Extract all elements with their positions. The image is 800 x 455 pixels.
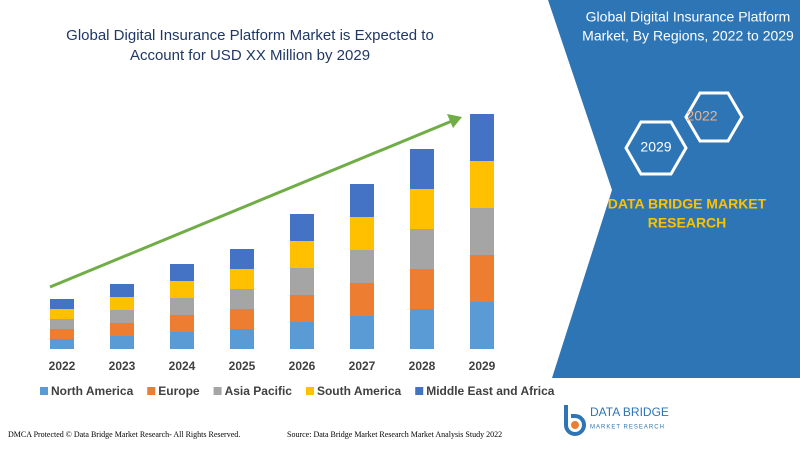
x-tick-label: 2029 <box>469 359 496 373</box>
legend-label: Asia Pacific <box>225 384 293 398</box>
logo-name: DATA BRIDGE <box>590 405 669 419</box>
bar-segment <box>290 241 314 268</box>
bar-segment <box>410 309 434 349</box>
bar-segment <box>410 269 434 309</box>
bar-segment <box>290 295 314 322</box>
bar-segment <box>470 208 494 255</box>
chart-title: Global Digital Insurance Platform Market… <box>66 27 434 44</box>
bar-segment <box>350 283 374 316</box>
bar-segment <box>350 316 374 349</box>
legend-swatch <box>147 387 156 395</box>
bar-segment <box>470 302 494 349</box>
logo-tagline: MARKET RESEARCH <box>590 425 665 431</box>
hex-label: 2022 <box>686 108 717 124</box>
logo-icon <box>571 421 579 429</box>
panel-title: Global Digital Insurance Platform <box>586 9 791 25</box>
footer-left: DMCA Protected © Data Bridge Market Rese… <box>8 430 240 439</box>
bar-segment <box>350 250 374 283</box>
bar-segment <box>230 269 254 289</box>
x-tick-label: 2026 <box>289 359 316 373</box>
hexagon <box>684 91 744 143</box>
x-tick-label: 2025 <box>229 359 256 373</box>
bar-segment <box>110 310 134 323</box>
trend-arrow <box>49 119 453 289</box>
bar-segment <box>170 315 194 332</box>
bar-segment <box>350 184 374 217</box>
chart-title: Account for USD XX Million by 2029 <box>130 47 370 64</box>
x-tick-label: 2023 <box>109 359 136 373</box>
bar-segment <box>470 114 494 161</box>
bar-segment <box>50 299 74 309</box>
bar-segment <box>110 336 134 349</box>
bar-segment <box>350 217 374 250</box>
legend-label: Middle East and Africa <box>426 384 555 398</box>
brand-text: RESEARCH <box>648 215 727 231</box>
bar-segment <box>290 268 314 295</box>
legend-swatch <box>40 387 48 395</box>
bar-segment <box>230 309 254 329</box>
legend-label: Europe <box>158 384 200 398</box>
bar-segment <box>110 297 134 310</box>
legend-swatch <box>305 387 314 395</box>
bar-segment <box>170 332 194 349</box>
bar-segment <box>230 289 254 309</box>
brand-text: DATA BRIDGE MARKET <box>608 196 767 212</box>
bar-segment <box>50 339 74 349</box>
legend-swatch <box>415 387 424 395</box>
bar-segment <box>410 229 434 269</box>
arrow-head <box>447 114 462 128</box>
legend-swatch <box>213 387 222 395</box>
footer-right: Source: Data Bridge Market Research Mark… <box>287 430 502 439</box>
legend-label: South America <box>317 384 402 398</box>
bar-segment <box>470 161 494 208</box>
x-tick-label: 2028 <box>409 359 436 373</box>
bar-segment <box>50 319 74 329</box>
logo-icon <box>564 405 586 436</box>
hexagon <box>624 120 688 176</box>
bar-segment <box>170 264 194 281</box>
x-tick-label: 2024 <box>169 359 196 373</box>
x-tick-label: 2027 <box>349 359 376 373</box>
legend-label: North America <box>51 384 134 398</box>
hex-label: 2029 <box>640 139 671 155</box>
bar-segment <box>50 309 74 319</box>
bar-segment <box>410 149 434 189</box>
panel-title: Market, By Regions, 2022 to 2029 <box>582 28 794 44</box>
bar-segment <box>110 323 134 336</box>
x-tick-label: 2022 <box>49 359 76 373</box>
bar-segment <box>230 329 254 349</box>
bar-segment <box>290 322 314 349</box>
bar-segment <box>290 214 314 241</box>
side-panel <box>548 0 800 378</box>
bar-segment <box>470 255 494 302</box>
bar-segment <box>230 249 254 269</box>
bar-segment <box>170 281 194 298</box>
bar-segment <box>170 298 194 315</box>
bar-segment <box>410 189 434 229</box>
bar-segment <box>110 284 134 297</box>
bar-segment <box>50 329 74 339</box>
